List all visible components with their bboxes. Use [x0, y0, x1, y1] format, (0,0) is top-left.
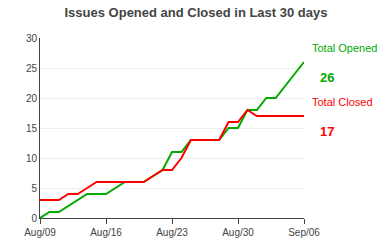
svg-text:Aug/23: Aug/23 [156, 227, 188, 238]
svg-text:Total Closed: Total Closed [312, 96, 373, 108]
svg-text:20: 20 [26, 93, 38, 104]
svg-text:Total Opened: Total Opened [312, 42, 377, 54]
svg-text:Issues Opened and Closed in La: Issues Opened and Closed in Last 30 days [65, 5, 328, 20]
svg-text:Aug/09: Aug/09 [24, 227, 56, 238]
svg-text:17: 17 [320, 124, 334, 139]
svg-text:10: 10 [26, 153, 38, 164]
svg-text:15: 15 [26, 123, 38, 134]
svg-text:30: 30 [26, 33, 38, 44]
svg-text:5: 5 [31, 183, 37, 194]
svg-text:Sep/06: Sep/06 [288, 227, 320, 238]
svg-text:0: 0 [31, 213, 37, 224]
svg-text:Aug/16: Aug/16 [90, 227, 122, 238]
svg-text:Aug/30: Aug/30 [222, 227, 254, 238]
svg-text:26: 26 [320, 70, 334, 85]
svg-text:25: 25 [26, 63, 38, 74]
